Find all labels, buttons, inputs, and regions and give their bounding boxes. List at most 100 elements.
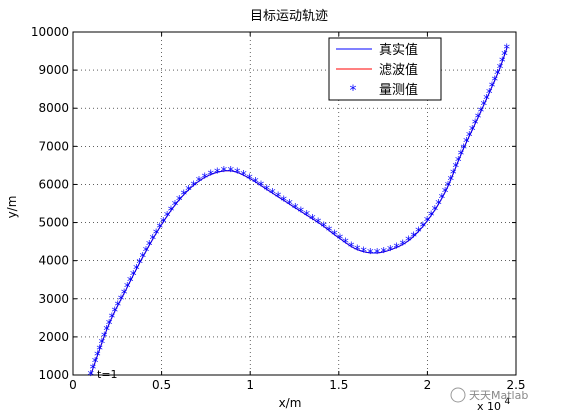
measured-point: * [480, 99, 487, 114]
measured-point: * [494, 68, 501, 83]
legend-measured-marker: * [350, 83, 357, 99]
plot-area [72, 31, 517, 376]
measured-point: * [492, 74, 499, 89]
measured-point: * [400, 238, 407, 253]
measured-point: * [96, 343, 103, 358]
measured-point: * [94, 350, 101, 365]
y-tick-label: 8000 [38, 101, 69, 115]
measured-point: * [435, 198, 442, 213]
measured-point: * [463, 136, 470, 151]
measured-point: * [466, 130, 473, 145]
measured-point: * [472, 118, 479, 133]
measured-point: * [92, 356, 99, 371]
measured-point: * [240, 169, 247, 184]
measured-point: * [342, 237, 349, 252]
measured-point: * [447, 174, 454, 189]
measured-point: * [381, 246, 388, 261]
measured-point: * [124, 281, 131, 296]
measured-point: * [127, 275, 134, 290]
measured-point: * [101, 331, 108, 346]
measured-point: * [475, 112, 482, 127]
measured-point: * [109, 312, 116, 327]
ticks: 0 0.5 1 1.5 2 2.5 1000 2000 3000 4000 5000 6000 7000… [31, 25, 526, 392]
y-tick-label: 4000 [38, 254, 69, 268]
measured-point: * [160, 216, 167, 231]
measured-point: * [445, 180, 452, 195]
measured-point: * [149, 233, 156, 248]
measured-point: * [136, 257, 143, 272]
start-annotation: t=1 [97, 368, 118, 381]
measured-point: * [486, 87, 493, 102]
measured-point: * [269, 187, 276, 202]
measured-point: * [501, 49, 508, 64]
measured-point: * [286, 198, 293, 213]
measured-point: * [221, 165, 228, 180]
x-tick-label: 0 [69, 378, 77, 392]
measured-point: * [320, 220, 327, 235]
measured-point: * [432, 204, 439, 219]
legend: 真实值 滤波值 * 量测值 [328, 37, 442, 101]
measured-point: * [326, 225, 333, 240]
measured-point: * [348, 240, 355, 255]
watermark-text: 天天Matlab [469, 389, 528, 402]
measured-point: * [181, 189, 188, 204]
measured-point: * [298, 206, 305, 221]
measured-point: * [103, 324, 110, 339]
x-tick-label: 1.5 [329, 378, 348, 392]
measured-point: * [292, 202, 299, 217]
measured-point: * [87, 369, 94, 384]
measured-point: * [393, 241, 400, 256]
measured-point: * [121, 287, 128, 302]
y-tick-label: 1000 [38, 368, 69, 382]
measured-point: * [246, 172, 253, 187]
x-tick-label: 2.5 [506, 378, 525, 392]
y-tick-label: 9000 [38, 63, 69, 77]
measured-point: * [106, 318, 113, 333]
measured-point: * [450, 168, 457, 183]
measured-point: * [458, 149, 465, 164]
measured-point: * [133, 263, 140, 278]
measured-point: * [172, 199, 179, 214]
measured-point: * [337, 233, 344, 248]
measured-point: * [153, 227, 160, 242]
measured-point: * [130, 269, 137, 284]
measured-point: * [442, 186, 449, 201]
legend-filtered-label: 滤波值 [379, 62, 418, 78]
measured-point: * [196, 175, 203, 190]
legend-true-label: 真实值 [379, 42, 418, 58]
measured-point: * [309, 213, 316, 228]
measured-point: * [374, 247, 381, 262]
x-tick-label: 2 [424, 378, 432, 392]
measured-point: * [469, 124, 476, 139]
y-tick-label: 6000 [38, 177, 69, 191]
measured-point: * [275, 191, 282, 206]
measured-point: * [503, 43, 510, 58]
measured-point: * [439, 192, 446, 207]
measured-point: * [455, 155, 462, 170]
measured-point: * [258, 180, 265, 195]
measured-point: * [190, 179, 197, 194]
measured-point: * [420, 220, 427, 235]
measured-point: * [112, 306, 119, 321]
measured-point: * [303, 209, 310, 224]
measured-point: * [234, 166, 241, 181]
measured-point: * [201, 172, 208, 187]
y-axis-label: y/m [5, 196, 19, 219]
measured-point: * [453, 161, 460, 176]
measured-point: * [315, 217, 322, 232]
legend-measured-label: 量测值 [379, 82, 418, 98]
measured-series-markers: ********************************** * * * * * *… [87, 43, 510, 385]
y-tick-label: 3000 [38, 292, 69, 306]
measured-point: * [115, 299, 122, 314]
watermark-icon [450, 387, 466, 403]
measured-point: * [424, 215, 431, 230]
x-multiplier: x 10 4 [477, 397, 511, 413]
chart-title: 目标运动轨迹 [250, 9, 328, 24]
measured-point: * [331, 229, 338, 244]
measured-point: * [387, 244, 394, 259]
measured-point: * [90, 363, 97, 378]
measured-point: * [252, 176, 259, 191]
measured-point: * [499, 55, 506, 70]
measured-point: * [168, 205, 175, 220]
